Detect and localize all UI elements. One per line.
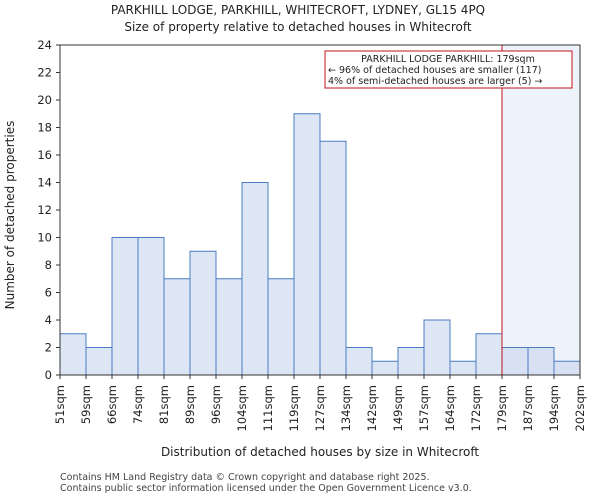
chart-subtitle: Size of property relative to detached ho… <box>124 20 472 34</box>
x-tick-label: 142sqm <box>365 385 379 431</box>
x-tick-label: 179sqm <box>495 385 509 431</box>
y-tick-label: 18 <box>37 121 52 135</box>
y-tick-label: 0 <box>45 368 52 382</box>
chart-title: PARKHILL LODGE, PARKHILL, WHITECROFT, LY… <box>111 3 485 17</box>
highlight-region <box>502 45 580 375</box>
y-tick-label: 12 <box>37 203 52 217</box>
x-tick-label: 202sqm <box>573 385 587 431</box>
bar-149sqm <box>397 347 425 376</box>
bar-89sqm <box>189 250 217 376</box>
x-tick-label: 187sqm <box>521 385 535 431</box>
x-tick-label: 194sqm <box>547 385 561 431</box>
x-axis-label: Distribution of detached houses by size … <box>161 445 479 459</box>
bar-51sqm <box>59 333 87 376</box>
bar-179sqm <box>501 347 529 376</box>
y-tick-label: 10 <box>37 231 52 245</box>
bar-111sqm <box>267 278 295 376</box>
footer-line-1: Contains HM Land Registry data © Crown c… <box>60 472 430 483</box>
x-tick-label: 149sqm <box>391 385 405 431</box>
annotation-frame <box>324 50 573 89</box>
bar-96sqm <box>215 278 243 376</box>
x-tick-label: 81sqm <box>157 385 171 424</box>
bar-157sqm <box>423 319 451 376</box>
y-tick-label: 14 <box>37 176 52 190</box>
y-tick-label: 24 <box>37 38 52 52</box>
x-tick-label: 104sqm <box>235 385 249 431</box>
bar-119sqm <box>293 113 321 376</box>
y-tick-label: 16 <box>37 148 52 162</box>
x-tick-label: 127sqm <box>313 385 327 431</box>
x-tick-label: 157sqm <box>417 385 431 431</box>
annotation-line-2: ← 96% of detached houses are smaller (11… <box>328 65 541 76</box>
bar-194sqm <box>553 360 581 376</box>
bar-104sqm <box>241 182 269 376</box>
footer-line-2: Contains public sector information licen… <box>60 483 472 494</box>
bar-59sqm <box>85 347 113 376</box>
x-tick-label: 172sqm <box>469 385 483 431</box>
bar-172sqm <box>475 333 503 376</box>
x-tick-label: 74sqm <box>131 385 145 424</box>
y-tick-label: 4 <box>45 313 52 327</box>
bar-81sqm <box>163 278 191 376</box>
bar-74sqm <box>137 237 165 376</box>
x-tick-label: 164sqm <box>443 385 457 431</box>
annotation-line-1: PARKHILL LODGE PARKHILL: 179sqm <box>361 54 535 65</box>
bar-142sqm <box>371 360 399 376</box>
y-tick-label: 6 <box>45 286 52 300</box>
y-tick-label: 2 <box>45 341 52 355</box>
y-tick-label: 22 <box>37 66 52 80</box>
bar-187sqm <box>527 347 555 376</box>
x-tick-label: 96sqm <box>209 385 223 424</box>
x-tick-label: 134sqm <box>339 385 353 431</box>
x-tick-label: 59sqm <box>79 385 93 424</box>
x-tick-label: 119sqm <box>287 385 301 431</box>
y-axis-label: Number of detached properties <box>3 121 17 310</box>
x-tick-label: 66sqm <box>105 385 119 424</box>
annotation-box: PARKHILL LODGE PARKHILL: 179sqm ← 96% of… <box>324 50 573 89</box>
bar-134sqm <box>345 347 373 376</box>
x-tick-label: 89sqm <box>183 385 197 424</box>
bar-127sqm <box>319 140 347 376</box>
x-tick-label: 51sqm <box>53 385 67 424</box>
x-tick-label: 111sqm <box>261 385 275 431</box>
bar-164sqm <box>449 360 477 376</box>
annotation-line-3: 4% of semi-detached houses are larger (5… <box>328 76 542 87</box>
y-tick-label: 20 <box>37 93 52 107</box>
bar-66sqm <box>111 237 139 376</box>
y-tick-label: 8 <box>45 258 52 272</box>
